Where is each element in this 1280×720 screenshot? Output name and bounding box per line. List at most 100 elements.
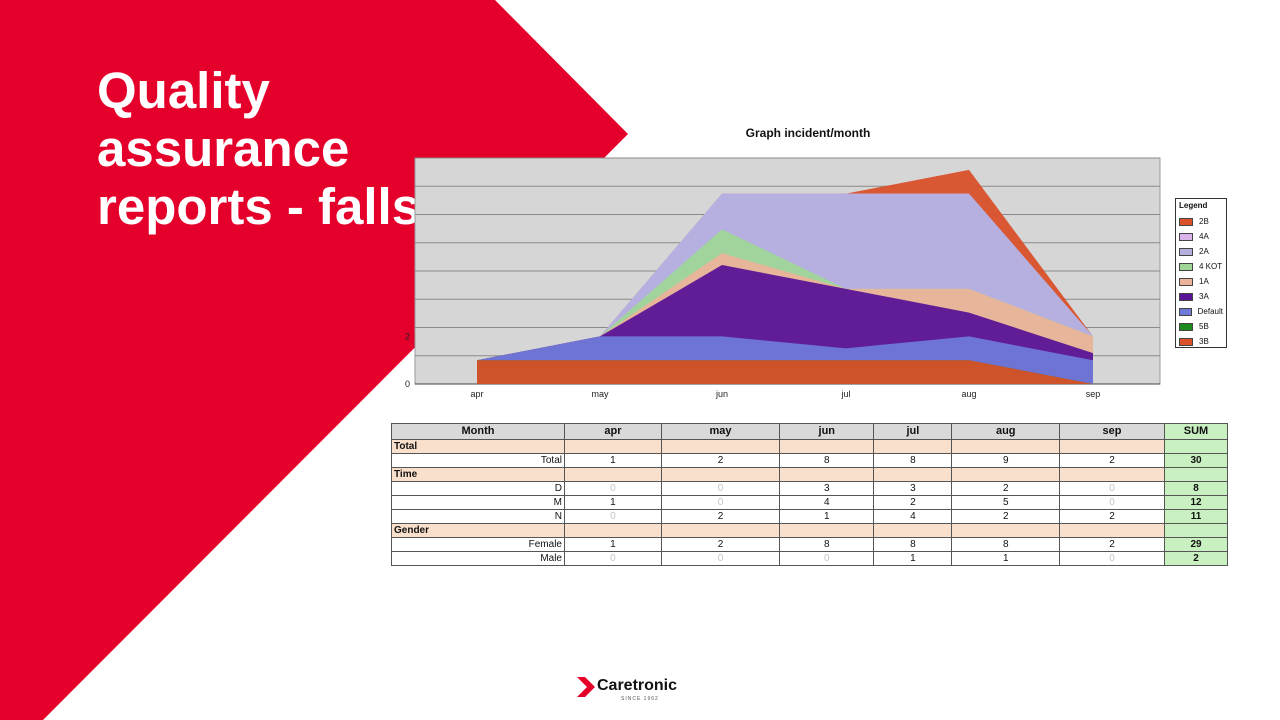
- header-may: may: [660, 423, 781, 440]
- empty-cell: [660, 467, 781, 482]
- empty-cell: [1059, 439, 1165, 454]
- header-jun: jun: [779, 423, 875, 440]
- value-cell: 1: [951, 551, 1061, 566]
- value-cell: 8: [873, 537, 953, 552]
- value-cell: 8: [873, 453, 953, 468]
- table-group-row: Gender: [391, 523, 1228, 538]
- header-sep: sep: [1059, 423, 1165, 440]
- empty-cell: [779, 439, 875, 454]
- table-header-row: Month apr may jun jul aug sep SUM: [391, 423, 1228, 440]
- area-series-3b: [477, 360, 1093, 384]
- sum-cell: 29: [1164, 537, 1228, 552]
- value-cell: 8: [779, 453, 875, 468]
- x-tick-label: apr: [470, 389, 483, 399]
- y-tick-label: 0: [405, 379, 410, 389]
- value-cell: 1: [779, 509, 875, 524]
- slide-title-line: assurance: [97, 120, 350, 177]
- x-tick-label: jun: [715, 389, 728, 399]
- legend-swatch: [1179, 277, 1193, 286]
- empty-cell: [564, 439, 662, 454]
- value-cell: 0: [564, 551, 662, 566]
- table-group-row: Total: [391, 439, 1228, 454]
- legend-label: 2A: [1199, 247, 1209, 256]
- slide-title-line: Quality: [97, 62, 270, 119]
- value-cell: 1: [564, 453, 662, 468]
- value-cell: 2: [1059, 453, 1165, 468]
- empty-cell: [873, 523, 953, 538]
- value-cell: 0: [1059, 495, 1165, 510]
- value-cell: 0: [660, 495, 781, 510]
- sum-cell: 11: [1164, 509, 1228, 524]
- legend-swatch: [1179, 322, 1193, 331]
- value-cell: 8: [951, 537, 1061, 552]
- value-cell: 3: [779, 481, 875, 496]
- legend-swatch: [1179, 307, 1192, 316]
- legend-swatch: [1179, 337, 1193, 346]
- empty-cell: [951, 523, 1061, 538]
- legend-label: 4A: [1199, 232, 1209, 241]
- group-label: Time: [391, 467, 565, 482]
- sum-cell: 8: [1164, 481, 1228, 496]
- header-apr: apr: [564, 423, 662, 440]
- legend-swatch: [1179, 247, 1193, 256]
- value-cell: 2: [873, 495, 953, 510]
- legend-item: 3A: [1179, 289, 1223, 304]
- empty-cell: [1059, 467, 1165, 482]
- legend-label: 2B: [1199, 217, 1209, 226]
- row-label: N: [391, 509, 565, 524]
- logo-brand: Caretronic: [597, 677, 678, 694]
- slide-title-line: reports - falls: [97, 178, 421, 235]
- empty-cell: [873, 439, 953, 454]
- value-cell: 2: [1059, 509, 1165, 524]
- value-cell: 2: [660, 453, 781, 468]
- value-cell: 2: [660, 537, 781, 552]
- empty-cell: [779, 467, 875, 482]
- legend-swatch: [1179, 217, 1193, 226]
- chart-title: Graph incident/month: [745, 126, 871, 140]
- table-row: Female 1 2 8 8 8 2 29: [391, 537, 1228, 552]
- sum-cell: [1164, 439, 1228, 454]
- group-label: Gender: [391, 523, 565, 538]
- value-cell: 0: [564, 481, 662, 496]
- empty-cell: [564, 467, 662, 482]
- header-aug: aug: [951, 423, 1061, 440]
- legend-swatch: [1179, 292, 1193, 301]
- logo-since: SINCE 1962: [621, 696, 659, 702]
- legend-title: Legend: [1179, 201, 1208, 210]
- legend-item: 4 KOT: [1179, 259, 1223, 274]
- header-jul: jul: [873, 423, 953, 440]
- table-row: Total 1 2 8 8 9 2 30: [391, 453, 1228, 468]
- sum-cell: 12: [1164, 495, 1228, 510]
- table-row: N 0 2 1 4 2 2 11: [391, 509, 1228, 524]
- incident-table: Month apr may jun jul aug sep SUM Total T…: [391, 423, 1228, 566]
- x-tick-label: sep: [1086, 389, 1101, 399]
- value-cell: 1: [873, 551, 953, 566]
- empty-cell: [660, 439, 781, 454]
- group-label: Total: [391, 439, 565, 454]
- value-cell: 0: [1059, 481, 1165, 496]
- value-cell: 1: [564, 495, 662, 510]
- chart-legend: Legend 2B 4A 2A 4 KOT 1A 3A Default 5B 3B: [1175, 198, 1227, 348]
- empty-cell: [873, 467, 953, 482]
- value-cell: 0: [564, 509, 662, 524]
- legend-swatch: [1179, 262, 1193, 271]
- header-sum: SUM: [1164, 423, 1228, 440]
- value-cell: 2: [951, 481, 1061, 496]
- value-cell: 0: [660, 551, 781, 566]
- sum-cell: [1164, 467, 1228, 482]
- empty-cell: [660, 523, 781, 538]
- legend-item: 3B: [1179, 334, 1223, 349]
- legend-label: 3B: [1199, 337, 1209, 346]
- sum-cell: 30: [1164, 453, 1228, 468]
- table-group-row: Time: [391, 467, 1228, 482]
- value-cell: 8: [779, 537, 875, 552]
- value-cell: 3: [873, 481, 953, 496]
- legend-swatch: [1179, 232, 1193, 241]
- value-cell: 5: [951, 495, 1061, 510]
- value-cell: 2: [660, 509, 781, 524]
- value-cell: 4: [779, 495, 875, 510]
- value-cell: 0: [1059, 551, 1165, 566]
- row-label: D: [391, 481, 565, 496]
